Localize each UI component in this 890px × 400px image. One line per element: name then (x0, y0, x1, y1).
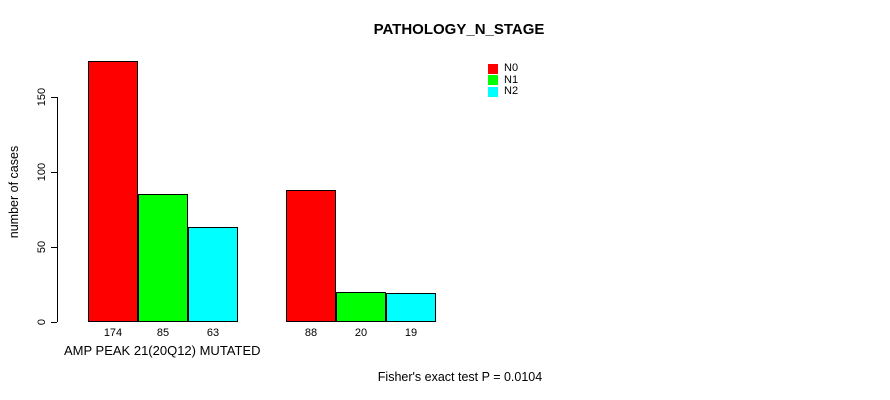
y-tick-label: 0 (36, 318, 48, 326)
x-axis-label: AMP PEAK 21(20Q12) MUTATED (64, 343, 261, 358)
legend-swatch-N2 (488, 86, 498, 97)
bar-N1-group2 (336, 292, 386, 322)
y-axis-line (57, 97, 58, 322)
bar-value-label: 20 (354, 327, 368, 339)
y-tick-mark (51, 322, 57, 323)
y-axis-label: number of cases (7, 145, 21, 239)
bar-value-label: 63 (206, 327, 220, 339)
bar-N0-group2 (286, 190, 336, 322)
legend-label-N0: N0 (504, 62, 519, 75)
y-tick-label: 50 (36, 240, 48, 254)
bar-N0-group1 (88, 61, 138, 322)
legend: N0 N1 N2 (488, 63, 518, 98)
bar-value-label: 85 (156, 327, 170, 339)
legend-row-N1: N1 (488, 73, 519, 87)
legend-label-N1: N1 (504, 73, 519, 86)
bar-value-label: 88 (304, 327, 318, 339)
chart-title: PATHOLOGY_N_STAGE (373, 21, 545, 38)
bar-N2-group2 (386, 293, 436, 322)
y-tick-mark (51, 172, 57, 173)
bar-value-label: 174 (103, 327, 123, 339)
bar-N2-group1 (188, 227, 238, 322)
bar-value-label: 19 (404, 327, 418, 339)
y-tick-label: 100 (36, 162, 48, 182)
legend-swatch-N1 (488, 75, 498, 86)
y-tick-label: 150 (36, 87, 48, 107)
bar-N1-group1 (138, 194, 188, 322)
legend-row-N0: N0 (488, 63, 518, 75)
annotation-text: Fisher's exact test P = 0.0104 (377, 370, 543, 384)
y-tick-mark (51, 97, 57, 98)
legend-swatch-N0 (488, 63, 498, 74)
y-tick-mark (51, 247, 57, 248)
legend-row-N2: N2 (488, 86, 518, 98)
legend-label-N2: N2 (504, 85, 519, 98)
